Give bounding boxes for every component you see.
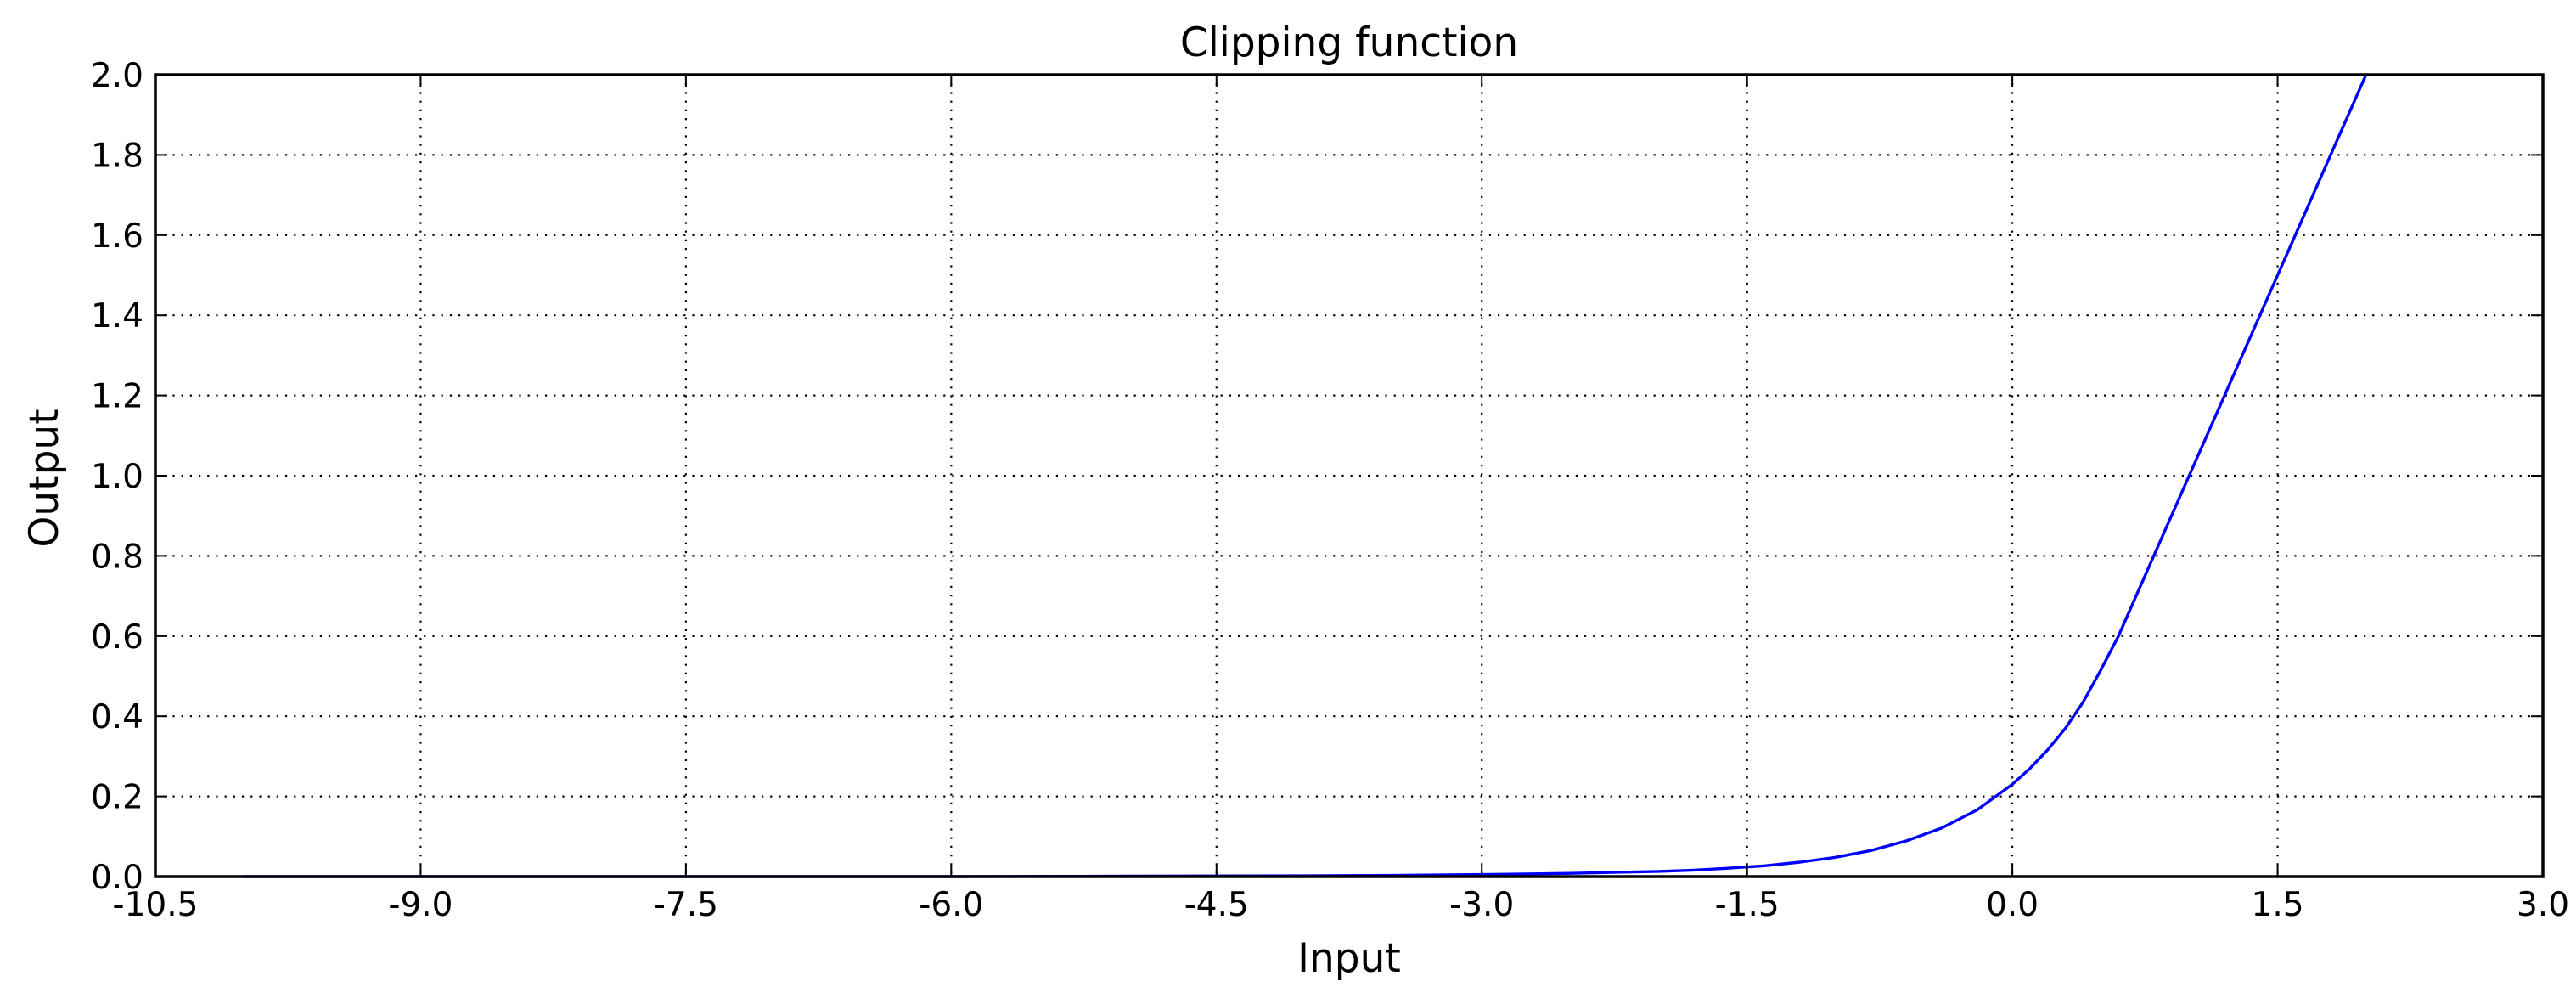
x-tick-label: 1.5 [2252, 886, 2304, 924]
y-axis-tick-labels: 0.0 0.2 0.4 0.6 0.8 1.0 1.2 1.4 1.6 1.8 2.0 [91, 57, 143, 897]
y-tick-label: 1.0 [91, 458, 143, 496]
x-tick-label: -4.5 [1184, 886, 1249, 924]
x-tick-label: -9.0 [388, 886, 453, 924]
y-tick-label: 0.0 [91, 859, 143, 897]
x-tick-label: -3.0 [1449, 886, 1514, 924]
y-tick-label: 0.2 [91, 779, 143, 817]
x-tick-label: -7.5 [654, 886, 718, 924]
ticks [155, 74, 2544, 877]
x-axis-label: Input [1297, 935, 1401, 982]
x-tick-label: -10.5 [113, 886, 199, 924]
x-axis-tick-labels: -10.5 -9.0 -7.5 -6.0 -4.5 -3.0 -1.5 0.0 1.5 3.0 [113, 886, 2569, 924]
y-tick-label: 0.6 [91, 618, 143, 657]
y-tick-label: 0.4 [91, 698, 143, 736]
y-tick-label: 0.8 [91, 538, 143, 576]
x-tick-label: 0.0 [1986, 886, 2039, 924]
grid [155, 75, 2543, 877]
chart-title: Clipping function [1180, 20, 1518, 66]
x-tick-label: 3.0 [2517, 886, 2569, 924]
y-tick-label: 2.0 [91, 57, 143, 95]
y-tick-label: 1.6 [91, 217, 143, 256]
y-tick-label: 1.4 [91, 297, 143, 336]
x-tick-label: -6.0 [919, 886, 983, 924]
y-tick-label: 1.8 [91, 137, 143, 175]
x-tick-label: -1.5 [1715, 886, 1780, 924]
y-axis-label: Output [21, 409, 68, 547]
y-tick-label: 1.2 [91, 378, 143, 416]
